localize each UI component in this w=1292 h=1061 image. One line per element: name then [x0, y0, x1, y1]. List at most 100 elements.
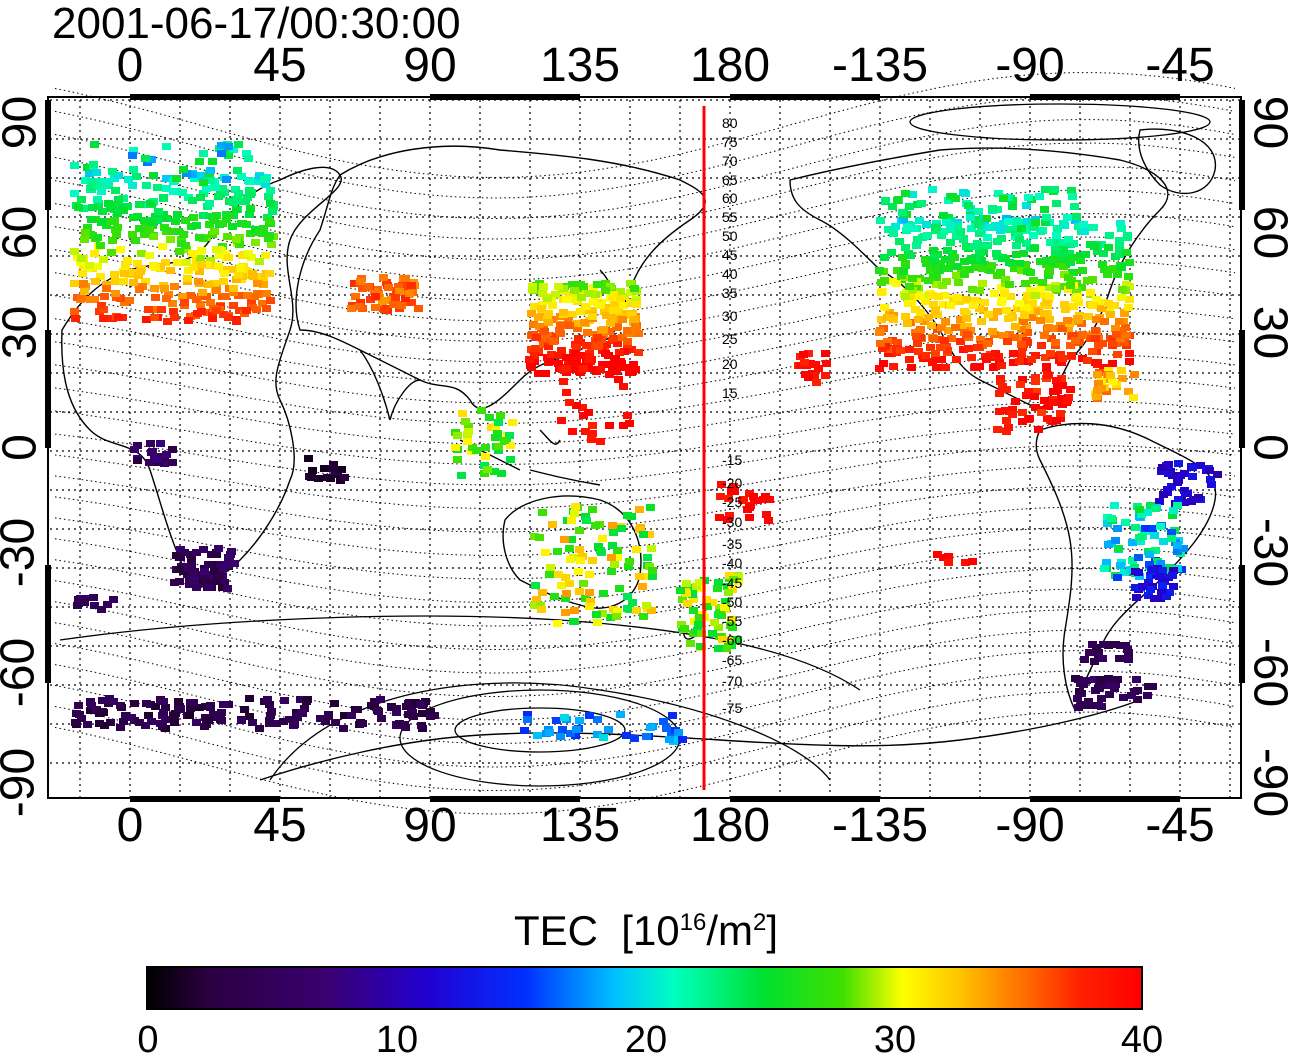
tec-cell: [1004, 315, 1013, 322]
tec-cell: [570, 510, 579, 517]
tec-cell: [95, 710, 104, 717]
tec-cell: [901, 190, 910, 197]
tec-cell: [1052, 232, 1061, 239]
tec-cell: [973, 344, 982, 351]
tec-cell: [568, 311, 577, 318]
tec-cell: [128, 182, 137, 189]
tec-cell: [87, 702, 96, 709]
mlat-label: 75: [722, 134, 738, 150]
tec-cell: [79, 280, 88, 287]
tec-cell: [1116, 562, 1125, 569]
tec-cell: [1092, 316, 1101, 323]
tec-cell: [1004, 218, 1013, 225]
tec-cell: [1118, 375, 1127, 382]
tec-cell: [585, 589, 594, 596]
tec-cell: [1174, 460, 1183, 467]
tec-cell: [1164, 461, 1173, 468]
tec-cell: [623, 412, 632, 419]
tec-cell: [119, 278, 128, 285]
mlat-label: 65: [722, 172, 738, 188]
tec-cell: [70, 280, 79, 287]
tec-cell: [1098, 655, 1107, 662]
tec-cell: [1169, 583, 1178, 590]
tec-cell: [93, 234, 102, 241]
tec-cell: [87, 184, 96, 191]
tec-cell: [596, 438, 605, 445]
tec-cell: [1125, 296, 1134, 303]
tec-cell: [743, 506, 752, 513]
tec-cell: [978, 265, 987, 272]
tec-cell: [962, 243, 971, 250]
tec-cell: [129, 279, 138, 286]
tec-cell: [892, 280, 901, 287]
tec-cell: [991, 350, 1000, 357]
tec-cell: [1043, 415, 1052, 422]
tec-cell: [905, 346, 914, 353]
tec-cell: [886, 314, 895, 321]
tec-cell: [162, 143, 171, 150]
tec-cell: [562, 354, 571, 361]
tec-cell: [963, 331, 972, 338]
tec-cell: [541, 370, 550, 377]
tec-cell: [407, 282, 416, 289]
tec-cell: [211, 184, 220, 191]
tec-cell: [686, 640, 695, 647]
tec-cell: [929, 335, 938, 342]
tec-cell: [625, 558, 634, 565]
tec-cell: [162, 451, 171, 458]
tec-cell: [1104, 300, 1113, 307]
tec-cell: [635, 573, 644, 580]
tec-cell: [810, 361, 819, 368]
tec-cell: [537, 606, 546, 613]
mlat-label: 25: [722, 331, 738, 347]
tec-cell: [135, 286, 144, 293]
tec-cell: [337, 466, 346, 473]
tec-cell: [606, 320, 615, 327]
tec-cell: [952, 356, 961, 363]
tec-cell: [565, 580, 574, 587]
tec-cell: [128, 231, 137, 238]
tec-cell: [245, 695, 254, 702]
tec-cell: [630, 735, 639, 742]
tec-cell: [192, 719, 201, 726]
tec-cell: [1120, 310, 1129, 317]
tec-cell: [293, 714, 302, 721]
tec-cell: [1167, 535, 1176, 542]
colorbar-title: TEC [1016/m2]: [0, 908, 1292, 954]
tec-cell: [943, 247, 952, 254]
mlat-label: -30: [722, 514, 742, 530]
tec-cell: [577, 294, 586, 301]
tec-cell: [97, 219, 106, 226]
tec-cell: [634, 330, 643, 337]
tec-cell: [355, 303, 364, 310]
tec-cell: [135, 225, 144, 232]
tec-cell: [153, 184, 162, 191]
tec-cell: [380, 306, 389, 313]
tec-cell: [608, 522, 617, 529]
tec-cell: [351, 293, 360, 300]
tec-cell: [911, 306, 920, 313]
tec-cell: [267, 241, 276, 248]
tec-cell: [1102, 559, 1111, 566]
tec-cell: [761, 493, 770, 500]
tec-cell: [195, 158, 204, 165]
tec-cell: [192, 549, 201, 556]
tec-cell: [970, 243, 979, 250]
tec-cell: [178, 189, 187, 196]
tec-cell: [1023, 268, 1032, 275]
tec-cell: [639, 613, 648, 620]
tec-cell: [1143, 509, 1152, 516]
tec-cell: [540, 328, 549, 335]
tec-cell: [102, 285, 111, 292]
tec-cell: [956, 338, 965, 345]
tec-cell: [1015, 236, 1024, 243]
tec-cell: [1134, 554, 1143, 561]
tec-cell: [623, 605, 632, 612]
tec-cell: [416, 701, 425, 708]
tec-cell: [358, 720, 367, 727]
tec-cell: [78, 270, 87, 277]
tec-cell: [762, 511, 771, 518]
tec-cell: [555, 327, 564, 334]
tec-cell: [960, 308, 969, 315]
tec-cell: [212, 246, 221, 253]
